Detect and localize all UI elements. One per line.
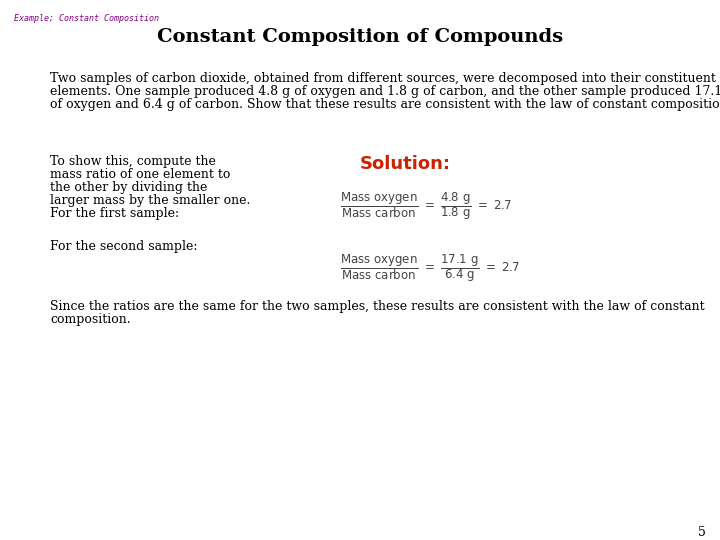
- Text: Solution:: Solution:: [360, 155, 451, 173]
- Text: For the second sample:: For the second sample:: [50, 240, 197, 253]
- Text: Constant Composition of Compounds: Constant Composition of Compounds: [157, 28, 563, 46]
- Text: For the first sample:: For the first sample:: [50, 207, 179, 220]
- Text: To show this, compute the: To show this, compute the: [50, 155, 216, 168]
- Text: mass ratio of one element to: mass ratio of one element to: [50, 168, 230, 181]
- Text: elements. One sample produced 4.8 g of oxygen and 1.8 g of carbon, and the other: elements. One sample produced 4.8 g of o…: [50, 85, 720, 98]
- Text: Two samples of carbon dioxide, obtained from different sources, were decomposed : Two samples of carbon dioxide, obtained …: [50, 72, 716, 85]
- Text: $\dfrac{\mathrm{Mass\ oxygen}}{\mathrm{Mass\ carbon}}\ =\ \dfrac{4.8\ \mathrm{g}: $\dfrac{\mathrm{Mass\ oxygen}}{\mathrm{M…: [340, 190, 512, 222]
- Text: larger mass by the smaller one.: larger mass by the smaller one.: [50, 194, 251, 207]
- Text: $\dfrac{\mathrm{Mass\ oxygen}}{\mathrm{Mass\ carbon}}\ =\ \dfrac{17.1\ \mathrm{g: $\dfrac{\mathrm{Mass\ oxygen}}{\mathrm{M…: [340, 252, 520, 284]
- Text: composition.: composition.: [50, 313, 130, 326]
- Text: 5: 5: [698, 526, 706, 539]
- Text: Example; Constant Composition: Example; Constant Composition: [14, 14, 159, 23]
- Text: Since the ratios are the same for the two samples, these results are consistent : Since the ratios are the same for the tw…: [50, 300, 705, 313]
- Text: the other by dividing the: the other by dividing the: [50, 181, 207, 194]
- Text: of oxygen and 6.4 g of carbon. Show that these results are consistent with the l: of oxygen and 6.4 g of carbon. Show that…: [50, 98, 720, 111]
